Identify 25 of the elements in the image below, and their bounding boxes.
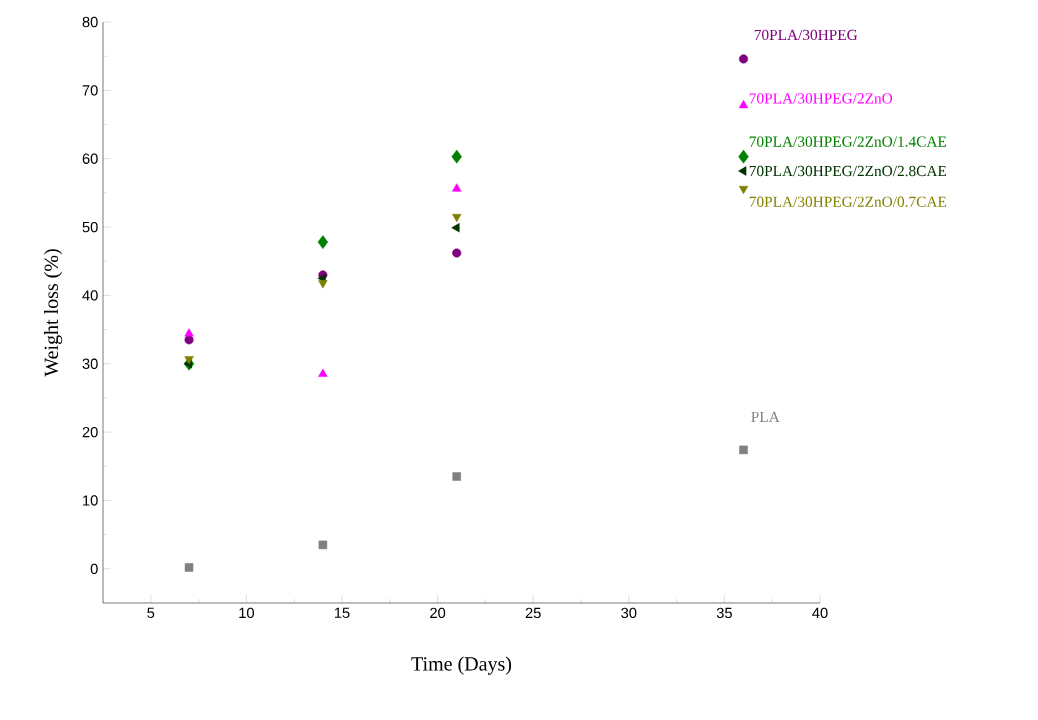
y-tick-label: 50 <box>82 221 98 233</box>
series-label: 70PLA/30HPEG/2ZnO/1.4CAE <box>749 136 947 147</box>
x-tick-label: 40 <box>812 607 828 619</box>
x-tick-label: 30 <box>621 607 637 619</box>
x-tick-label: 20 <box>430 607 446 619</box>
y-tick-label: 0 <box>90 563 98 574</box>
x-tick-label: 5 <box>147 607 155 618</box>
series-label: 70PLA/30HPEG <box>754 29 858 41</box>
series-label: 70PLA/30HPEG/2ZnO <box>749 93 893 104</box>
x-tick-label: 15 <box>334 607 350 618</box>
series-label: 70PLA/30HPEG/2ZnO/2.8CAE <box>749 165 947 177</box>
x-tick-label: 35 <box>716 607 732 619</box>
y-tick-label: 20 <box>82 426 98 438</box>
y-tick-label: 30 <box>82 358 98 369</box>
x-tick-label: 10 <box>239 607 254 619</box>
x-axis-title: Time (Days) <box>411 656 512 675</box>
series-label: PLA <box>751 411 780 422</box>
y-tick-label: 70 <box>82 85 98 96</box>
y-tick-label: 10 <box>83 495 98 506</box>
y-axis-title: Weight loss (%) <box>43 249 63 377</box>
series-label: 70PLA/30HPEG/2ZnO/0.7CAE <box>749 196 947 207</box>
y-tick-label: 40 <box>82 290 98 301</box>
x-tick-label: 25 <box>525 607 541 619</box>
y-tick-label: 80 <box>82 16 98 28</box>
y-tick-label: 60 <box>82 153 98 164</box>
